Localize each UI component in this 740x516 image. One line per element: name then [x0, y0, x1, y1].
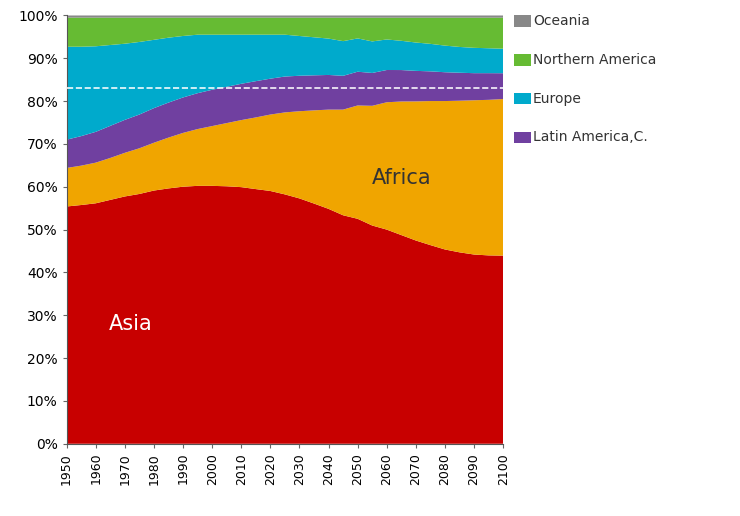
Text: Africa: Africa: [371, 168, 431, 188]
Text: Northern America: Northern America: [533, 53, 656, 67]
Text: Europe: Europe: [533, 91, 582, 106]
Text: Asia: Asia: [109, 314, 152, 334]
Text: Latin America,C.: Latin America,C.: [533, 130, 648, 144]
Text: Oceania: Oceania: [533, 14, 590, 28]
